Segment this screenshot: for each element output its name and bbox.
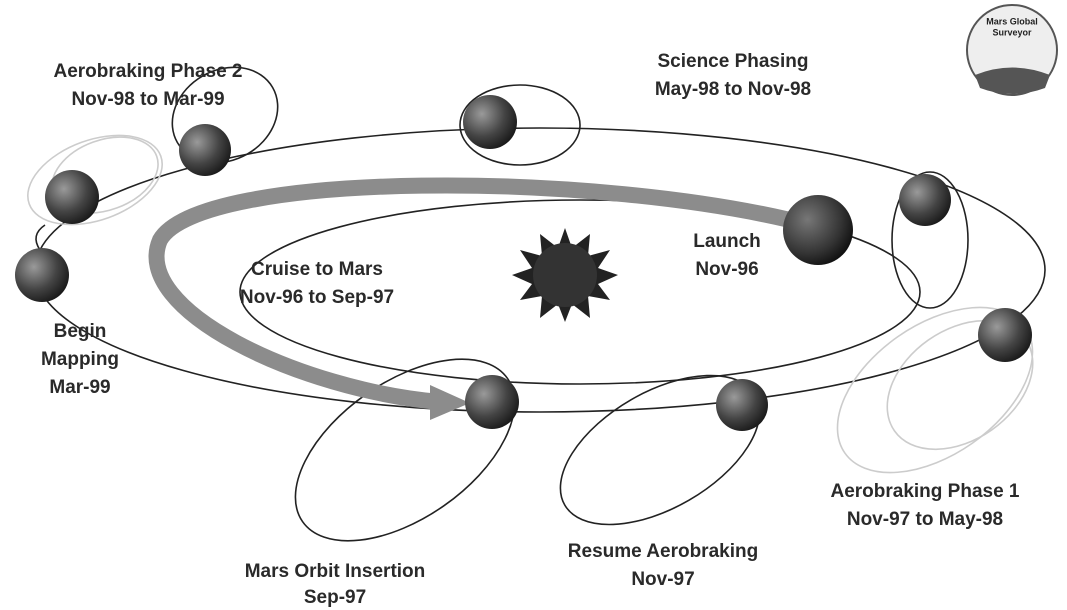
- mars: [15, 248, 69, 302]
- logo-planet: [975, 67, 1050, 94]
- sun: [512, 228, 618, 322]
- labels: Aerobraking Phase 2 Nov-98 to Mar-99 Sci…: [41, 51, 1020, 608]
- event-label: Nov-96 to Sep-97: [240, 287, 394, 308]
- cruise-arrow: [148, 177, 813, 410]
- event-label: Cruise to Mars: [251, 259, 383, 280]
- logo: Mars Global Surveyor: [966, 4, 1058, 96]
- event-label: Mars Orbit Insertion: [245, 561, 426, 582]
- event-label: Aerobraking Phase 1: [830, 481, 1019, 502]
- earth-orbit: [239, 199, 921, 385]
- mars: [179, 124, 231, 176]
- event-label: Mapping: [41, 349, 119, 370]
- event-label: Mar-99: [49, 377, 110, 398]
- small-orbit: [35, 224, 46, 251]
- event-label: Begin: [54, 321, 107, 342]
- event-label: Nov-97 to May-98: [847, 509, 1003, 530]
- mars: [465, 375, 519, 429]
- event-label: Science Phasing: [657, 51, 808, 72]
- sun-body: [533, 243, 597, 307]
- mars: [45, 170, 99, 224]
- logo-text: Mars Global: [986, 16, 1038, 26]
- planets: [15, 95, 1032, 431]
- small-orbit: [891, 171, 969, 309]
- mars: [463, 95, 517, 149]
- earth: [783, 195, 853, 265]
- small-orbit: [27, 134, 163, 226]
- small-orbit: [559, 374, 761, 526]
- small-orbit: [459, 84, 581, 166]
- small-orbit: [171, 66, 279, 164]
- event-label: Nov-96: [695, 259, 758, 280]
- event-label: Nov-98 to Mar-99: [71, 89, 224, 110]
- mars: [716, 379, 768, 431]
- small-orbit: [294, 358, 516, 542]
- event-label: Launch: [693, 231, 761, 252]
- mars: [899, 174, 951, 226]
- mars: [978, 308, 1032, 362]
- event-label: Sep-97: [304, 587, 366, 608]
- small-orbit: [836, 306, 1034, 474]
- event-label: Resume Aerobraking: [568, 541, 758, 562]
- event-label: Aerobraking Phase 2: [53, 61, 242, 82]
- arrow-head: [430, 385, 470, 420]
- event-label: May-98 to Nov-98: [655, 79, 811, 100]
- event-label: Nov-97: [631, 569, 694, 590]
- logo-text: Surveyor: [992, 27, 1032, 37]
